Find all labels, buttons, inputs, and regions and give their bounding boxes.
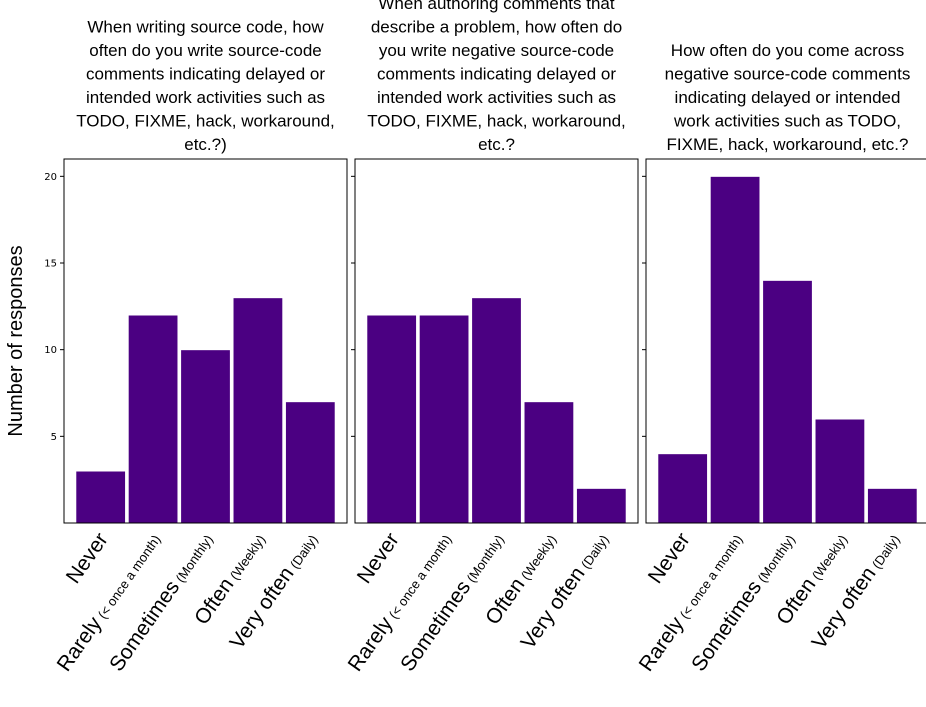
x-tick-label: Very often(Daily) [516,529,613,654]
bar [709,175,761,524]
plot-frame [354,158,639,524]
plot-frame [63,158,348,524]
y-tick-label: 10 [44,345,57,356]
chart-panel-2: When authoring comments that describe a p… [344,0,639,676]
bar [814,418,866,524]
panel-title-line: work activities such as TODO, [673,112,901,131]
x-tick-label-sub: (Monthly) [755,532,798,585]
y-tick-label: 15 [44,259,57,270]
panel-title-line: comments indicating delayed or [377,65,616,84]
panel-title-line: you write negative source-code [379,41,614,60]
panel-title-line: describe a problem, how often do [371,18,622,37]
x-tick-label-main: Never [644,529,695,588]
panel-title-line: How often do you come across [671,41,904,60]
bar [657,453,709,524]
x-tick-label-sub: (Monthly) [464,532,507,585]
bar [75,470,127,524]
panel-title-2: When authoring comments that describe a p… [367,0,626,154]
panel-title-line: intended work activities such as [377,88,616,107]
bar [762,279,813,524]
panel-title-line: negative source-code comments [665,65,911,84]
panel-title-line: comments indicating delayed or [86,65,325,84]
y-tick-label: 5 [51,432,57,443]
x-tick-label-sub: (Weekly) [227,532,269,582]
x-tick-label: Never [644,529,695,588]
chart-panel-1: When writing source code, how often do yo… [44,18,348,676]
panel-title-line: FIXME, hack, workaround, etc.? [667,135,909,154]
x-tick-label-sub: (Daily) [869,532,903,571]
panel-title-line: etc.?) [184,135,227,154]
panels-layer: When writing source code, how often do yo… [44,0,926,676]
x-tick-label-main: Rarely [53,612,107,675]
panel-title-line: TODO, FIXME, hack, workaround, [367,112,626,131]
panel-title-line: intended work activities such as [86,88,325,107]
bar [866,487,918,524]
x-tick-label-main: Never [353,529,404,588]
panel-title-line: often do you write source-code [89,41,321,60]
x-tick-label: Never [353,529,404,588]
bar [366,314,418,524]
panel-title-3: How often do you come across negative sou… [665,41,911,154]
panel-title-1: When writing source code, how often do yo… [76,18,335,155]
x-tick-label-sub: (Daily) [287,532,321,571]
y-axis-label: Number of responses [5,245,27,436]
panel-title-line: indicating delayed or intended [675,88,901,107]
x-tick-label: Very often(Daily) [807,529,904,654]
x-tick-label-sub: (Weekly) [518,532,560,582]
x-tick-label-main: Rarely [344,612,398,675]
bar [575,487,627,524]
plot-frame [645,158,926,524]
x-tick-label-sub: (Weekly) [809,532,851,582]
bar [284,401,336,524]
x-tick-label-sub: (Monthly) [173,532,216,585]
x-tick-label: Very often(Daily) [225,529,322,654]
bar [418,314,470,524]
panel-title-line: etc.? [478,135,515,154]
x-tick-label-main: Never [62,529,113,588]
panel-title-line: When authoring comments that [378,0,615,13]
x-tick-label-sub: (Daily) [578,532,612,571]
bar [471,297,522,524]
x-tick-label-main: Often [481,574,529,629]
bar [180,349,231,524]
x-tick-label-main: Often [190,574,238,629]
x-tick-label: Never [62,529,113,588]
panel-title-line: When writing source code, how [87,18,324,37]
bar [523,401,575,524]
y-tick-label: 20 [44,172,57,183]
bar [232,297,284,524]
chart-panel-3: How often do you come across negative sou… [635,41,926,676]
bar [127,314,179,524]
x-tick-label-main: Rarely [635,612,689,675]
x-tick-label-main: Often [772,574,820,629]
panel-title-line: TODO, FIXME, hack, workaround, [76,112,335,131]
